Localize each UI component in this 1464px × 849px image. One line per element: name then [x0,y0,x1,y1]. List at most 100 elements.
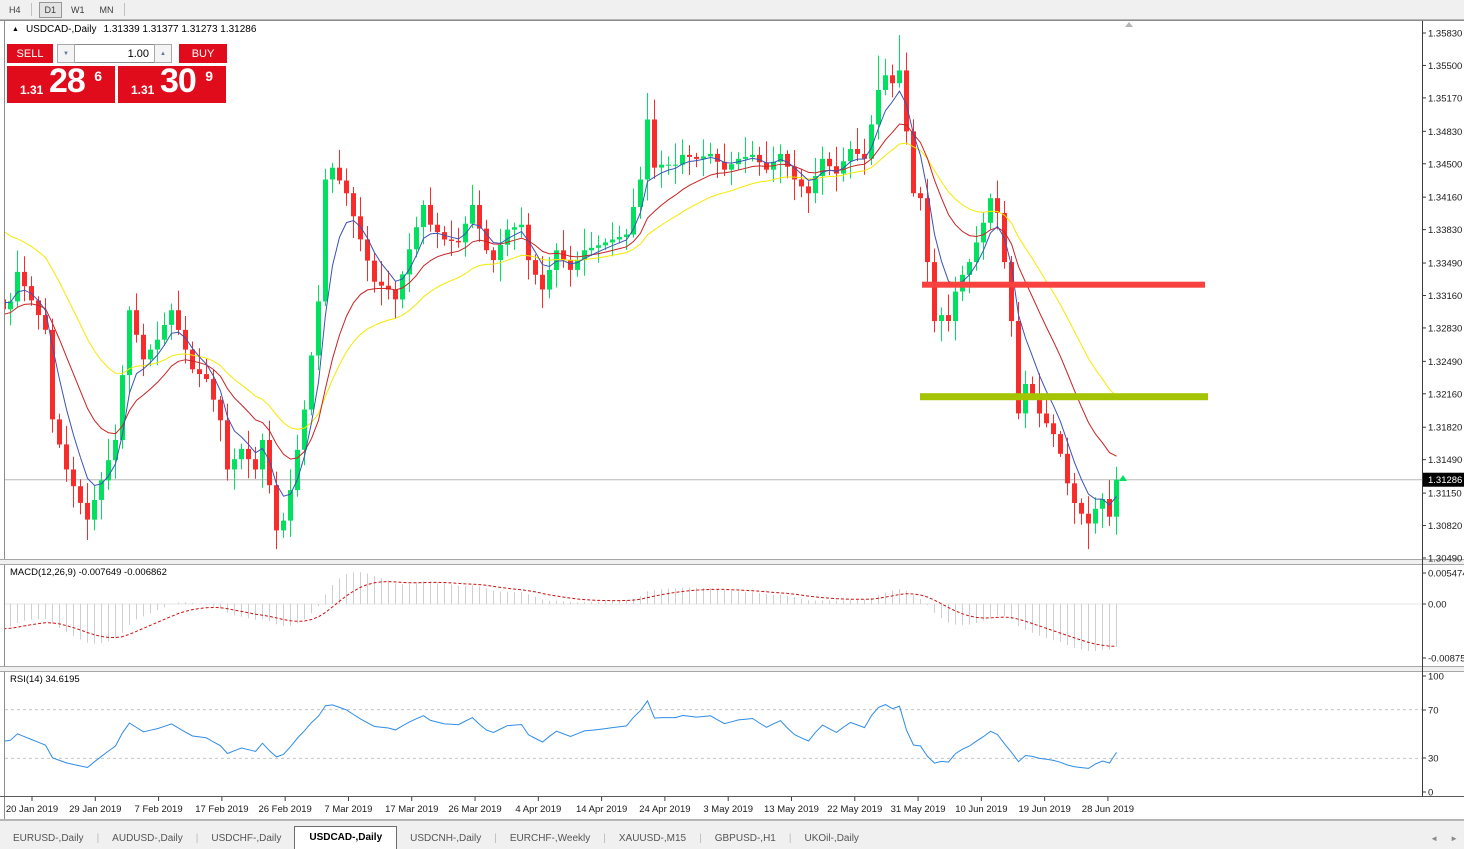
timeframe-button-mn[interactable]: MN [99,4,114,15]
macd-axis-label: 0.005474 [1428,569,1464,580]
sell-price-big: 28 [49,62,86,100]
price-axis-label: 1.34830 [1428,127,1462,138]
support-line[interactable] [920,393,1208,401]
price-axis-label: 1.35830 [1428,29,1462,40]
time-axis-label: 26 Feb 2019 [258,804,311,815]
chart-ohlc-values: 1.31339 1.31377 1.31273 1.31286 [103,24,257,35]
price-axis[interactable] [1422,20,1464,797]
buy-price-sup: 9 [205,68,213,84]
buy-price-panel[interactable]: 1.31 30 9 [118,62,226,103]
sell-price-prefix: 1.31 [20,83,44,97]
tab-separator: | [603,833,606,844]
sell-button[interactable]: SELL [7,44,53,63]
price-axis-label: 1.32830 [1428,323,1462,334]
candles-layer [5,35,1119,550]
svg-text:1.31286: 1.31286 [1428,475,1462,486]
price-axis-labels: 1.35830 1.35500 1.35170 1.34830 1.34500 1.341… [1422,29,1462,564]
chart-tab-usdchf-daily[interactable]: USDCHF-,Daily [211,833,282,844]
sell-price-sup: 6 [94,68,102,84]
volume-decrease-button[interactable]: ▼ [57,44,75,63]
rsi-axis-label: 70 [1428,706,1439,717]
macd-axis-label: -0.008752 [1428,654,1464,665]
resistance-line[interactable] [922,281,1205,288]
time-axis-label: 17 Feb 2019 [195,804,248,815]
price-axis-label: 1.32490 [1428,357,1462,368]
volume-increase-button[interactable]: ▲ [154,44,172,63]
price-axis-label: 1.33490 [1428,259,1462,270]
macd-axis-label: 0.00 [1428,600,1447,611]
buy-button[interactable]: BUY [179,44,227,63]
chart-symbol-period: USDCAD-,Daily [25,24,97,35]
macd-signal-line [5,581,1117,647]
timeframe-toolbar: H4 D1 W1 MN [0,0,1464,20]
chart-title: ▲ USDCAD-,Daily 1.31339 1.31377 1.31273 … [12,24,256,35]
time-axis-label: 19 Jun 2019 [1018,804,1070,815]
time-axis-label: 26 Mar 2019 [448,804,501,815]
chart-tab-bar: EURUSD-,Daily | AUDUSD-,Daily | USDCHF-,Dail… [0,820,1464,849]
time-axis-label: 31 May 2019 [891,804,946,815]
toolbar-separator [123,3,125,16]
time-axis[interactable] [0,797,1422,819]
rsi-line [5,699,1117,769]
rsi-axis-label: 30 [1428,754,1439,765]
time-axis-labels: 20 Jan 2019 29 Jan 2019 7 Feb 2019 17 Feb 2… [6,797,1134,815]
chart-tab-usdcad-daily[interactable]: USDCAD-,Daily [294,826,398,849]
time-axis-label: 10 Jun 2019 [955,804,1007,815]
time-axis-label: 13 May 2019 [764,804,819,815]
collapse-arrow-icon[interactable]: ▲ [12,26,19,33]
rsi-layer [5,699,1422,769]
time-axis-label: 3 May 2019 [703,804,753,815]
price-axis-label: 1.30490 [1428,553,1462,564]
timeframe-button-d1[interactable]: D1 [38,1,63,18]
price-axis-label: 1.34500 [1428,159,1462,170]
tab-separator: | [699,833,702,844]
tabs-scroll-left-icon[interactable]: ◄ [1430,834,1439,843]
time-axis-label: 29 Jan 2019 [69,804,121,815]
chart-tab-eurusd-daily[interactable]: EURUSD-,Daily [13,833,84,844]
price-axis-label: 1.35170 [1428,93,1462,104]
rsi-axis-label: 0 [1428,788,1433,799]
chart-tab-eurchf-weekly[interactable]: EURCHF-,Weekly [509,833,591,844]
tab-separator: | [788,833,792,844]
ma-slow-line [5,142,1117,430]
price-axis-label: 1.31150 [1428,489,1462,500]
price-axis-label: 1.33830 [1428,225,1462,236]
sell-price-panel[interactable]: 1.31 28 6 [7,62,115,103]
toolbar-separator [30,3,32,16]
chart-tab-xauusd-m15[interactable]: XAUUSD-,M15 [618,833,687,844]
tabs-scroll-right-icon[interactable]: ► [1450,834,1458,843]
price-axis-label: 1.33160 [1428,291,1462,302]
buy-price-prefix: 1.31 [131,83,155,97]
time-axis-label: 28 Jun 2019 [1082,804,1134,815]
rsi-axis-label: 100 [1428,672,1444,683]
timeframe-button-h4[interactable]: H4 [9,4,21,15]
chart-tab-gbpusd-h1[interactable]: GBPUSD-,H1 [714,833,776,844]
chart-borders [0,20,1464,820]
timeframe-button-w1[interactable]: W1 [71,4,85,15]
volume-input[interactable] [75,44,154,63]
macd-axis-labels: 0.005474 0.00 -0.008752 [1422,569,1464,665]
price-axis-label: 1.31490 [1428,455,1462,466]
last-price-arrow-icon [1119,475,1127,481]
time-axis-label: 14 Apr 2019 [576,804,627,815]
price-axis-label: 1.30820 [1428,521,1462,532]
chart-tab-usdcnh-daily[interactable]: USDCNH-,Daily [410,833,482,844]
chart-shift-marker-icon[interactable] [1125,22,1133,27]
time-axis-label: 20 Jan 2019 [6,804,58,815]
price-axis-label: 1.31820 [1428,423,1462,434]
price-axis-label: 1.35500 [1428,61,1462,72]
macd-indicator-label: MACD(12,26,9) -0.007649 -0.006862 [10,567,167,578]
tab-separator: | [96,833,100,844]
tab-separator: | [195,833,199,844]
chart-tab-ukoil-daily[interactable]: UKOil-,Daily [804,833,859,844]
time-axis-label: 7 Mar 2019 [324,804,372,815]
current-price-tag: 1.31286 [1423,472,1464,487]
time-axis-label: 24 Apr 2019 [639,804,690,815]
chart-tab-audusd-daily[interactable]: AUDUSD-,Daily [112,833,183,844]
time-axis-label: 22 May 2019 [827,804,882,815]
price-axis-label: 1.34160 [1428,193,1462,204]
buy-price-big: 30 [160,62,197,100]
time-axis-label: 17 Mar 2019 [385,804,438,815]
macd-layer [5,572,1422,652]
